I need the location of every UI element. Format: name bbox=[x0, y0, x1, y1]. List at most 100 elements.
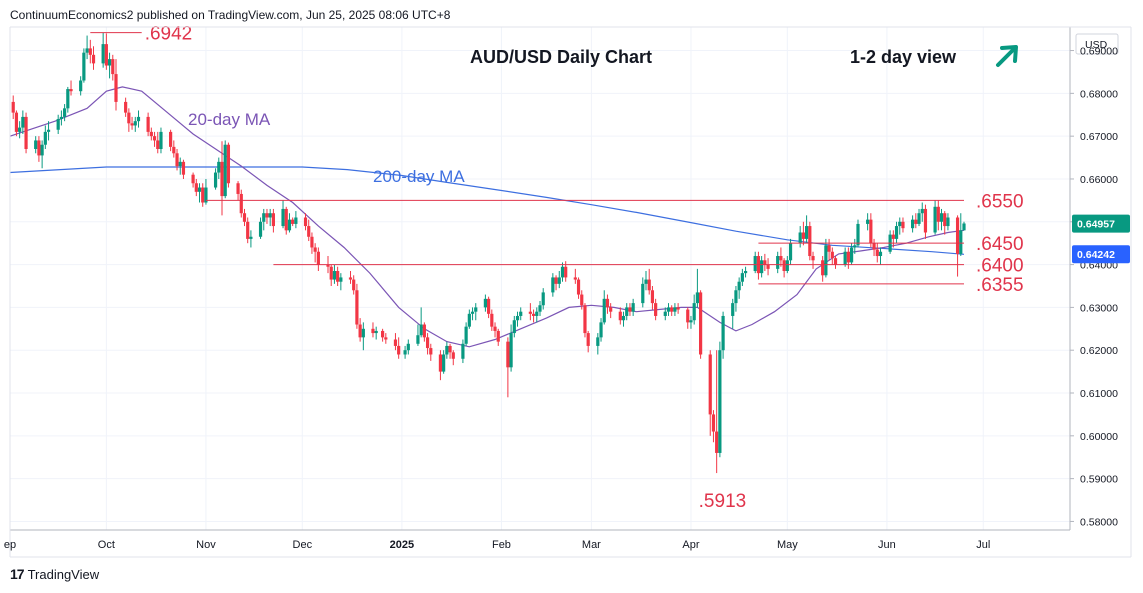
candle bbox=[586, 330, 590, 353]
candle bbox=[175, 149, 179, 171]
y-tick-label: 0.58000 bbox=[1080, 516, 1118, 528]
candle bbox=[429, 343, 433, 361]
x-tick-label: ep bbox=[4, 539, 16, 551]
candle bbox=[445, 341, 449, 359]
candle bbox=[596, 333, 600, 355]
candle bbox=[265, 208, 269, 224]
candle bbox=[358, 318, 362, 342]
candle bbox=[692, 294, 696, 325]
candle bbox=[249, 230, 253, 248]
candle bbox=[79, 76, 83, 96]
candle bbox=[811, 251, 815, 269]
candle bbox=[779, 247, 783, 267]
candle bbox=[178, 157, 182, 175]
y-tick-label: 0.59000 bbox=[1080, 474, 1118, 486]
candle bbox=[631, 298, 635, 316]
candle bbox=[528, 303, 532, 321]
tradingview-brand[interactable]: TradingView bbox=[27, 566, 100, 582]
candle bbox=[46, 121, 51, 141]
candle bbox=[156, 131, 160, 154]
candle bbox=[194, 178, 198, 197]
candle bbox=[519, 307, 523, 321]
ma20-series bbox=[9, 86, 965, 348]
candle bbox=[114, 59, 118, 111]
candle bbox=[830, 247, 834, 265]
candle bbox=[496, 328, 500, 346]
low-annotation: .5913 bbox=[699, 491, 747, 512]
candle bbox=[888, 230, 892, 254]
candle bbox=[384, 333, 388, 344]
candle bbox=[393, 333, 398, 351]
candle bbox=[124, 97, 128, 117]
candle bbox=[512, 315, 516, 338]
candle bbox=[715, 350, 719, 474]
candle bbox=[406, 339, 410, 355]
candle bbox=[962, 221, 966, 231]
candle bbox=[535, 307, 539, 323]
candle bbox=[419, 307, 423, 338]
candle bbox=[422, 322, 426, 342]
candle bbox=[213, 168, 218, 190]
y-axis-ticks: 0.690000.680000.670000.660000.650000.640… bbox=[1070, 46, 1118, 528]
ma20-line bbox=[9, 86, 965, 348]
candle bbox=[59, 110, 63, 126]
candle bbox=[824, 238, 828, 278]
candle bbox=[69, 80, 73, 96]
candle bbox=[576, 277, 581, 299]
candle bbox=[21, 110, 25, 135]
candle bbox=[451, 350, 455, 366]
candle bbox=[223, 140, 227, 199]
candle bbox=[743, 266, 748, 278]
candle bbox=[801, 221, 805, 246]
candle bbox=[923, 204, 928, 239]
candle bbox=[872, 238, 876, 257]
candle bbox=[551, 273, 555, 297]
candle bbox=[442, 350, 446, 374]
candle bbox=[894, 221, 899, 244]
candle bbox=[371, 322, 375, 338]
price-badge: 0.64242 bbox=[1072, 245, 1130, 264]
candle bbox=[348, 271, 353, 284]
candle bbox=[955, 215, 960, 277]
candle bbox=[506, 337, 510, 398]
candle bbox=[239, 189, 243, 218]
candle bbox=[262, 208, 266, 231]
candle bbox=[846, 247, 850, 269]
candle bbox=[766, 258, 770, 276]
candle bbox=[339, 273, 343, 291]
candle bbox=[573, 268, 577, 284]
candle bbox=[242, 208, 247, 227]
candle bbox=[689, 315, 693, 329]
y-tick-label: 0.61000 bbox=[1080, 388, 1118, 400]
candle bbox=[14, 110, 19, 137]
candle bbox=[843, 247, 847, 267]
candle bbox=[438, 350, 443, 381]
candle bbox=[946, 213, 950, 231]
candle bbox=[18, 121, 22, 139]
candle bbox=[853, 238, 857, 254]
svg-text:0.64242: 0.64242 bbox=[1077, 249, 1115, 261]
candle bbox=[34, 136, 38, 154]
x-tick-label: May bbox=[777, 539, 798, 551]
candle bbox=[875, 243, 879, 263]
tradingview-logo-icon[interactable]: 17 bbox=[10, 566, 25, 582]
candle bbox=[609, 303, 613, 319]
candle bbox=[313, 243, 317, 263]
candle bbox=[236, 181, 240, 201]
candle bbox=[782, 258, 786, 278]
candle bbox=[111, 54, 115, 81]
candle bbox=[670, 305, 674, 316]
candle bbox=[734, 285, 738, 312]
candle bbox=[197, 183, 202, 203]
candle bbox=[201, 183, 205, 207]
x-tick-label: Feb bbox=[492, 539, 511, 551]
candle bbox=[470, 307, 475, 321]
candle bbox=[101, 32, 105, 68]
candle bbox=[933, 200, 937, 235]
currency-box[interactable] bbox=[1075, 33, 1119, 55]
footer: 17 TradingView bbox=[10, 566, 99, 582]
y-tick-label: 0.66000 bbox=[1080, 174, 1118, 186]
price-badge: 0.64957 bbox=[1072, 214, 1130, 233]
candle bbox=[753, 251, 757, 274]
